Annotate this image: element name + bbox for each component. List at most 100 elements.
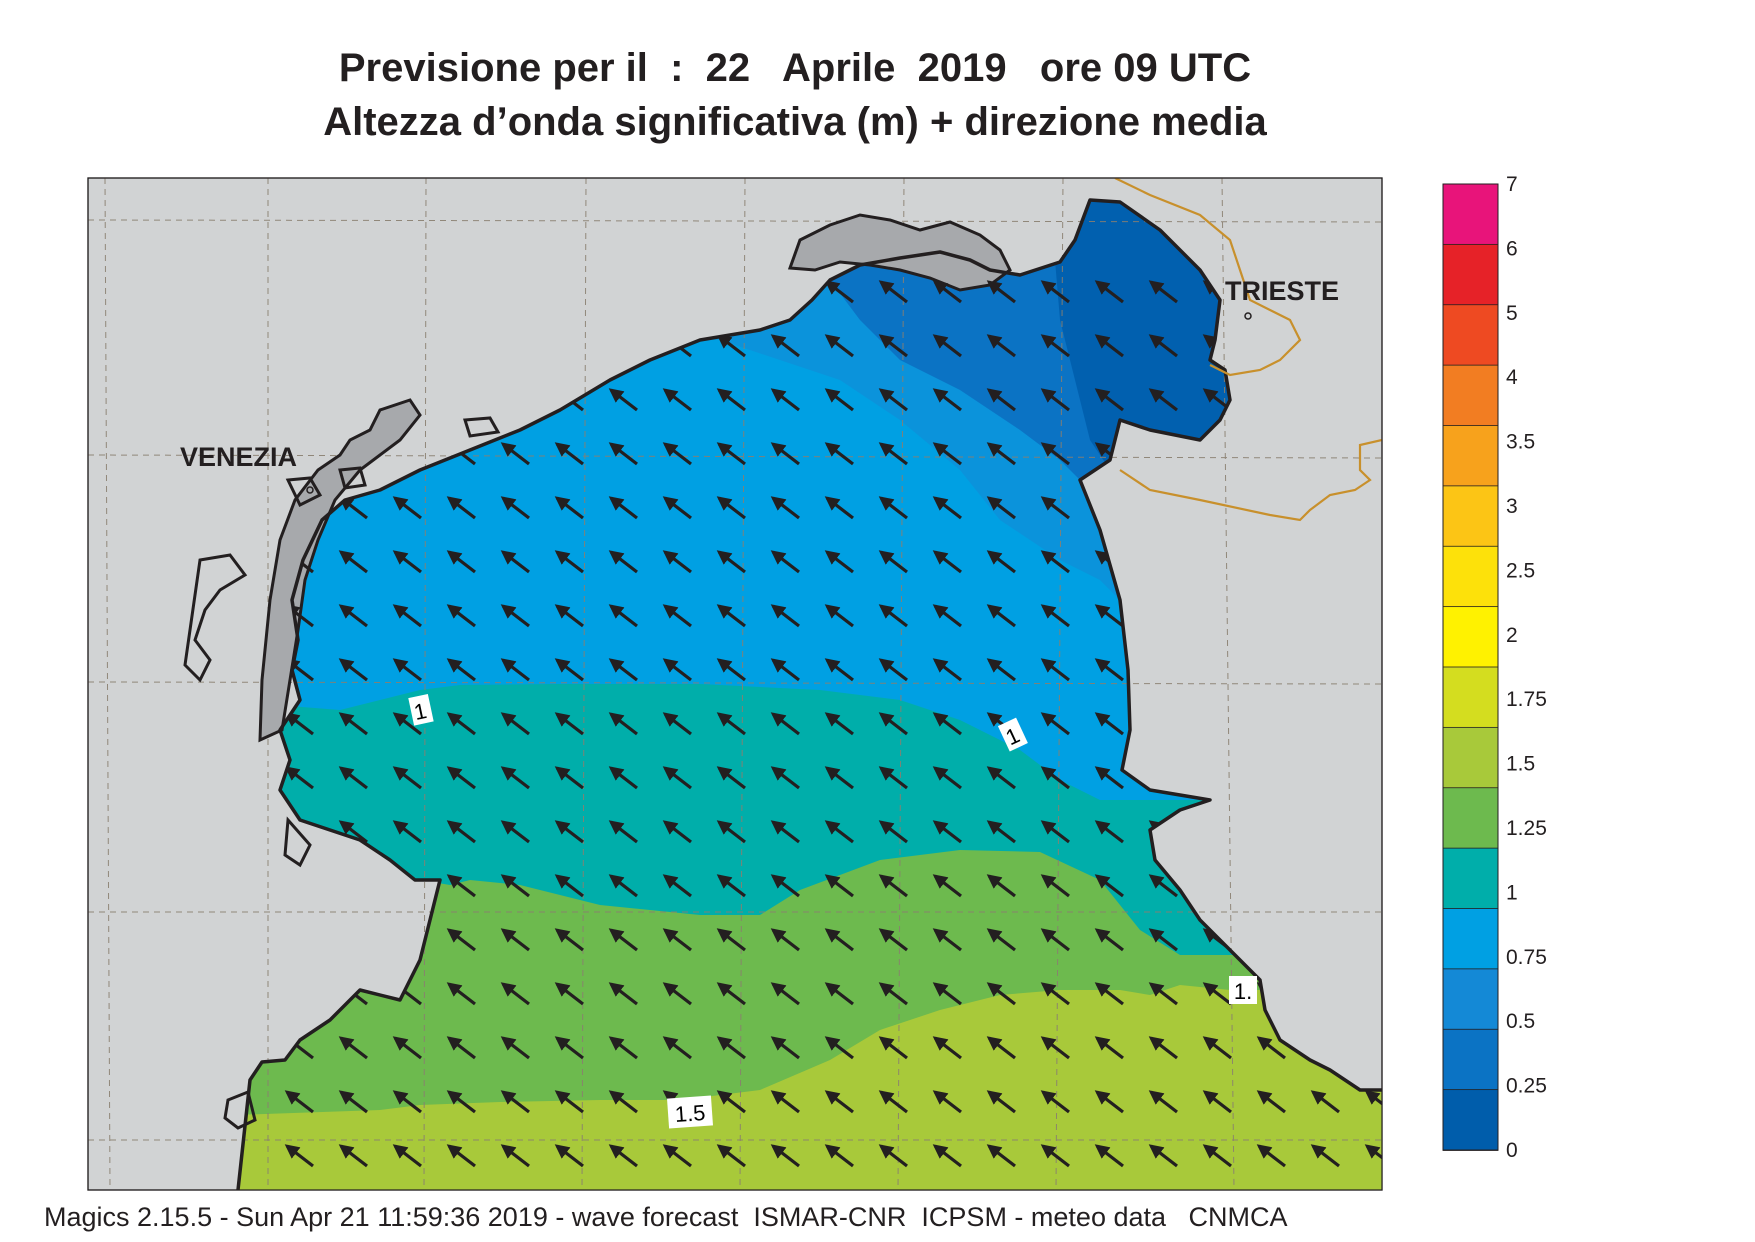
wave-arrow <box>878 388 908 412</box>
legend-swatch <box>1442 364 1499 427</box>
wave-arrow <box>932 874 962 898</box>
wave-arrow <box>878 928 908 952</box>
wave-arrow <box>1040 928 1070 952</box>
legend-label: 0 <box>1506 1139 1518 1162</box>
wave-arrow <box>824 550 854 574</box>
grid-line <box>739 178 746 1190</box>
wave-arrow <box>824 874 854 898</box>
wave-arrow <box>878 1036 908 1060</box>
legend-swatch <box>1442 787 1499 850</box>
wave-arrow <box>608 712 638 736</box>
wave-arrow <box>608 982 638 1006</box>
wave-arrow <box>608 766 638 790</box>
legend-swatch <box>1442 183 1499 246</box>
contour-label: 1 <box>408 694 434 726</box>
wave-arrow <box>770 712 800 736</box>
grid-line <box>88 454 1382 459</box>
wave-arrow <box>392 658 422 682</box>
wave-arrow <box>986 1090 1016 1114</box>
wave-arrow <box>1094 604 1124 628</box>
wave-arrow <box>608 820 638 844</box>
city-marker-venezia <box>306 486 314 494</box>
coastal-outline <box>283 816 312 868</box>
wave-arrow <box>824 388 854 412</box>
legend-label: 0.75 <box>1506 946 1547 969</box>
wave-arrow <box>770 442 800 466</box>
contour-labels: 1 1 1. 1.5 <box>408 694 1257 1129</box>
legend-labels: 7 6 5 4 3.5 3 2.5 2 1.75 1.5 1.25 1 0.75 0.5 0.25 0 <box>1506 173 1547 1162</box>
wave-arrow <box>392 820 422 844</box>
wave-arrow <box>1040 442 1070 466</box>
wave-arrow <box>932 712 962 736</box>
wave-arrow <box>1094 874 1124 898</box>
wave-arrow <box>770 604 800 628</box>
wave-arrow <box>878 442 908 466</box>
wave-arrow <box>662 874 692 898</box>
wave-arrow <box>338 1144 368 1168</box>
venice-lagoon-land <box>258 398 422 743</box>
wave-arrow <box>824 658 854 682</box>
wave-arrow <box>1148 1144 1178 1168</box>
grid-line <box>897 178 905 1190</box>
wave-arrow <box>446 874 476 898</box>
wave-arrow <box>1148 1090 1178 1114</box>
wave-arrow <box>716 388 746 412</box>
coastal-detail <box>183 416 501 1130</box>
wave-arrow <box>716 874 746 898</box>
wave-arrow <box>986 280 1016 304</box>
wave-arrow <box>986 874 1016 898</box>
wave-arrow <box>932 1090 962 1114</box>
wave-arrow <box>662 388 692 412</box>
wave-arrow <box>284 766 314 790</box>
wave-arrow <box>932 658 962 682</box>
legend-swatches <box>1442 183 1499 1151</box>
wave-arrow <box>1040 982 1070 1006</box>
wave-arrow <box>1148 388 1178 412</box>
wave-arrow <box>662 658 692 682</box>
wave-arrow <box>446 658 476 682</box>
wave-arrow <box>500 496 530 520</box>
wave-arrow <box>1040 388 1070 412</box>
wave-arrow <box>986 388 1016 412</box>
wave-arrow <box>608 550 638 574</box>
wave-arrow <box>716 982 746 1006</box>
wave-arrow <box>446 604 476 628</box>
wave-arrow <box>338 1090 368 1114</box>
wave-arrow <box>878 658 908 682</box>
wave-arrow <box>986 658 1016 682</box>
wave-arrow <box>716 1090 746 1114</box>
legend-label: 2.5 <box>1506 559 1535 582</box>
wave-arrow <box>446 1090 476 1114</box>
wave-arrow <box>932 928 962 952</box>
wave-arrow <box>716 604 746 628</box>
wave-arrow <box>824 604 854 628</box>
city-label-trieste: TRIESTE <box>1225 276 1339 306</box>
contour-label: 1 <box>997 717 1028 752</box>
wave-arrow <box>716 820 746 844</box>
wave-arrow <box>554 766 584 790</box>
wave-arrow <box>770 766 800 790</box>
wave-arrow <box>716 550 746 574</box>
wave-arrow <box>1094 658 1124 682</box>
wave-arrow <box>716 442 746 466</box>
legend-label: 4 <box>1506 366 1518 389</box>
wave-arrow <box>500 874 530 898</box>
wave-arrow <box>1094 280 1124 304</box>
wave-arrow <box>770 928 800 952</box>
wave-arrow <box>446 766 476 790</box>
wave-arrow <box>878 550 908 574</box>
wave-arrow <box>986 604 1016 628</box>
legend-swatch <box>1442 968 1499 1031</box>
wave-arrow <box>608 388 638 412</box>
wave-arrow <box>986 1036 1016 1060</box>
wave-arrow <box>932 550 962 574</box>
wave-arrow <box>824 1036 854 1060</box>
wave-arrow <box>770 820 800 844</box>
wave-arrow <box>554 928 584 952</box>
wave-arrow <box>1202 928 1232 952</box>
wave-arrow <box>662 442 692 466</box>
legend-frame <box>1442 183 1499 1151</box>
wave-arrow <box>1364 1090 1382 1114</box>
wave-arrow <box>1310 1090 1340 1114</box>
wave-arrow <box>932 982 962 1006</box>
